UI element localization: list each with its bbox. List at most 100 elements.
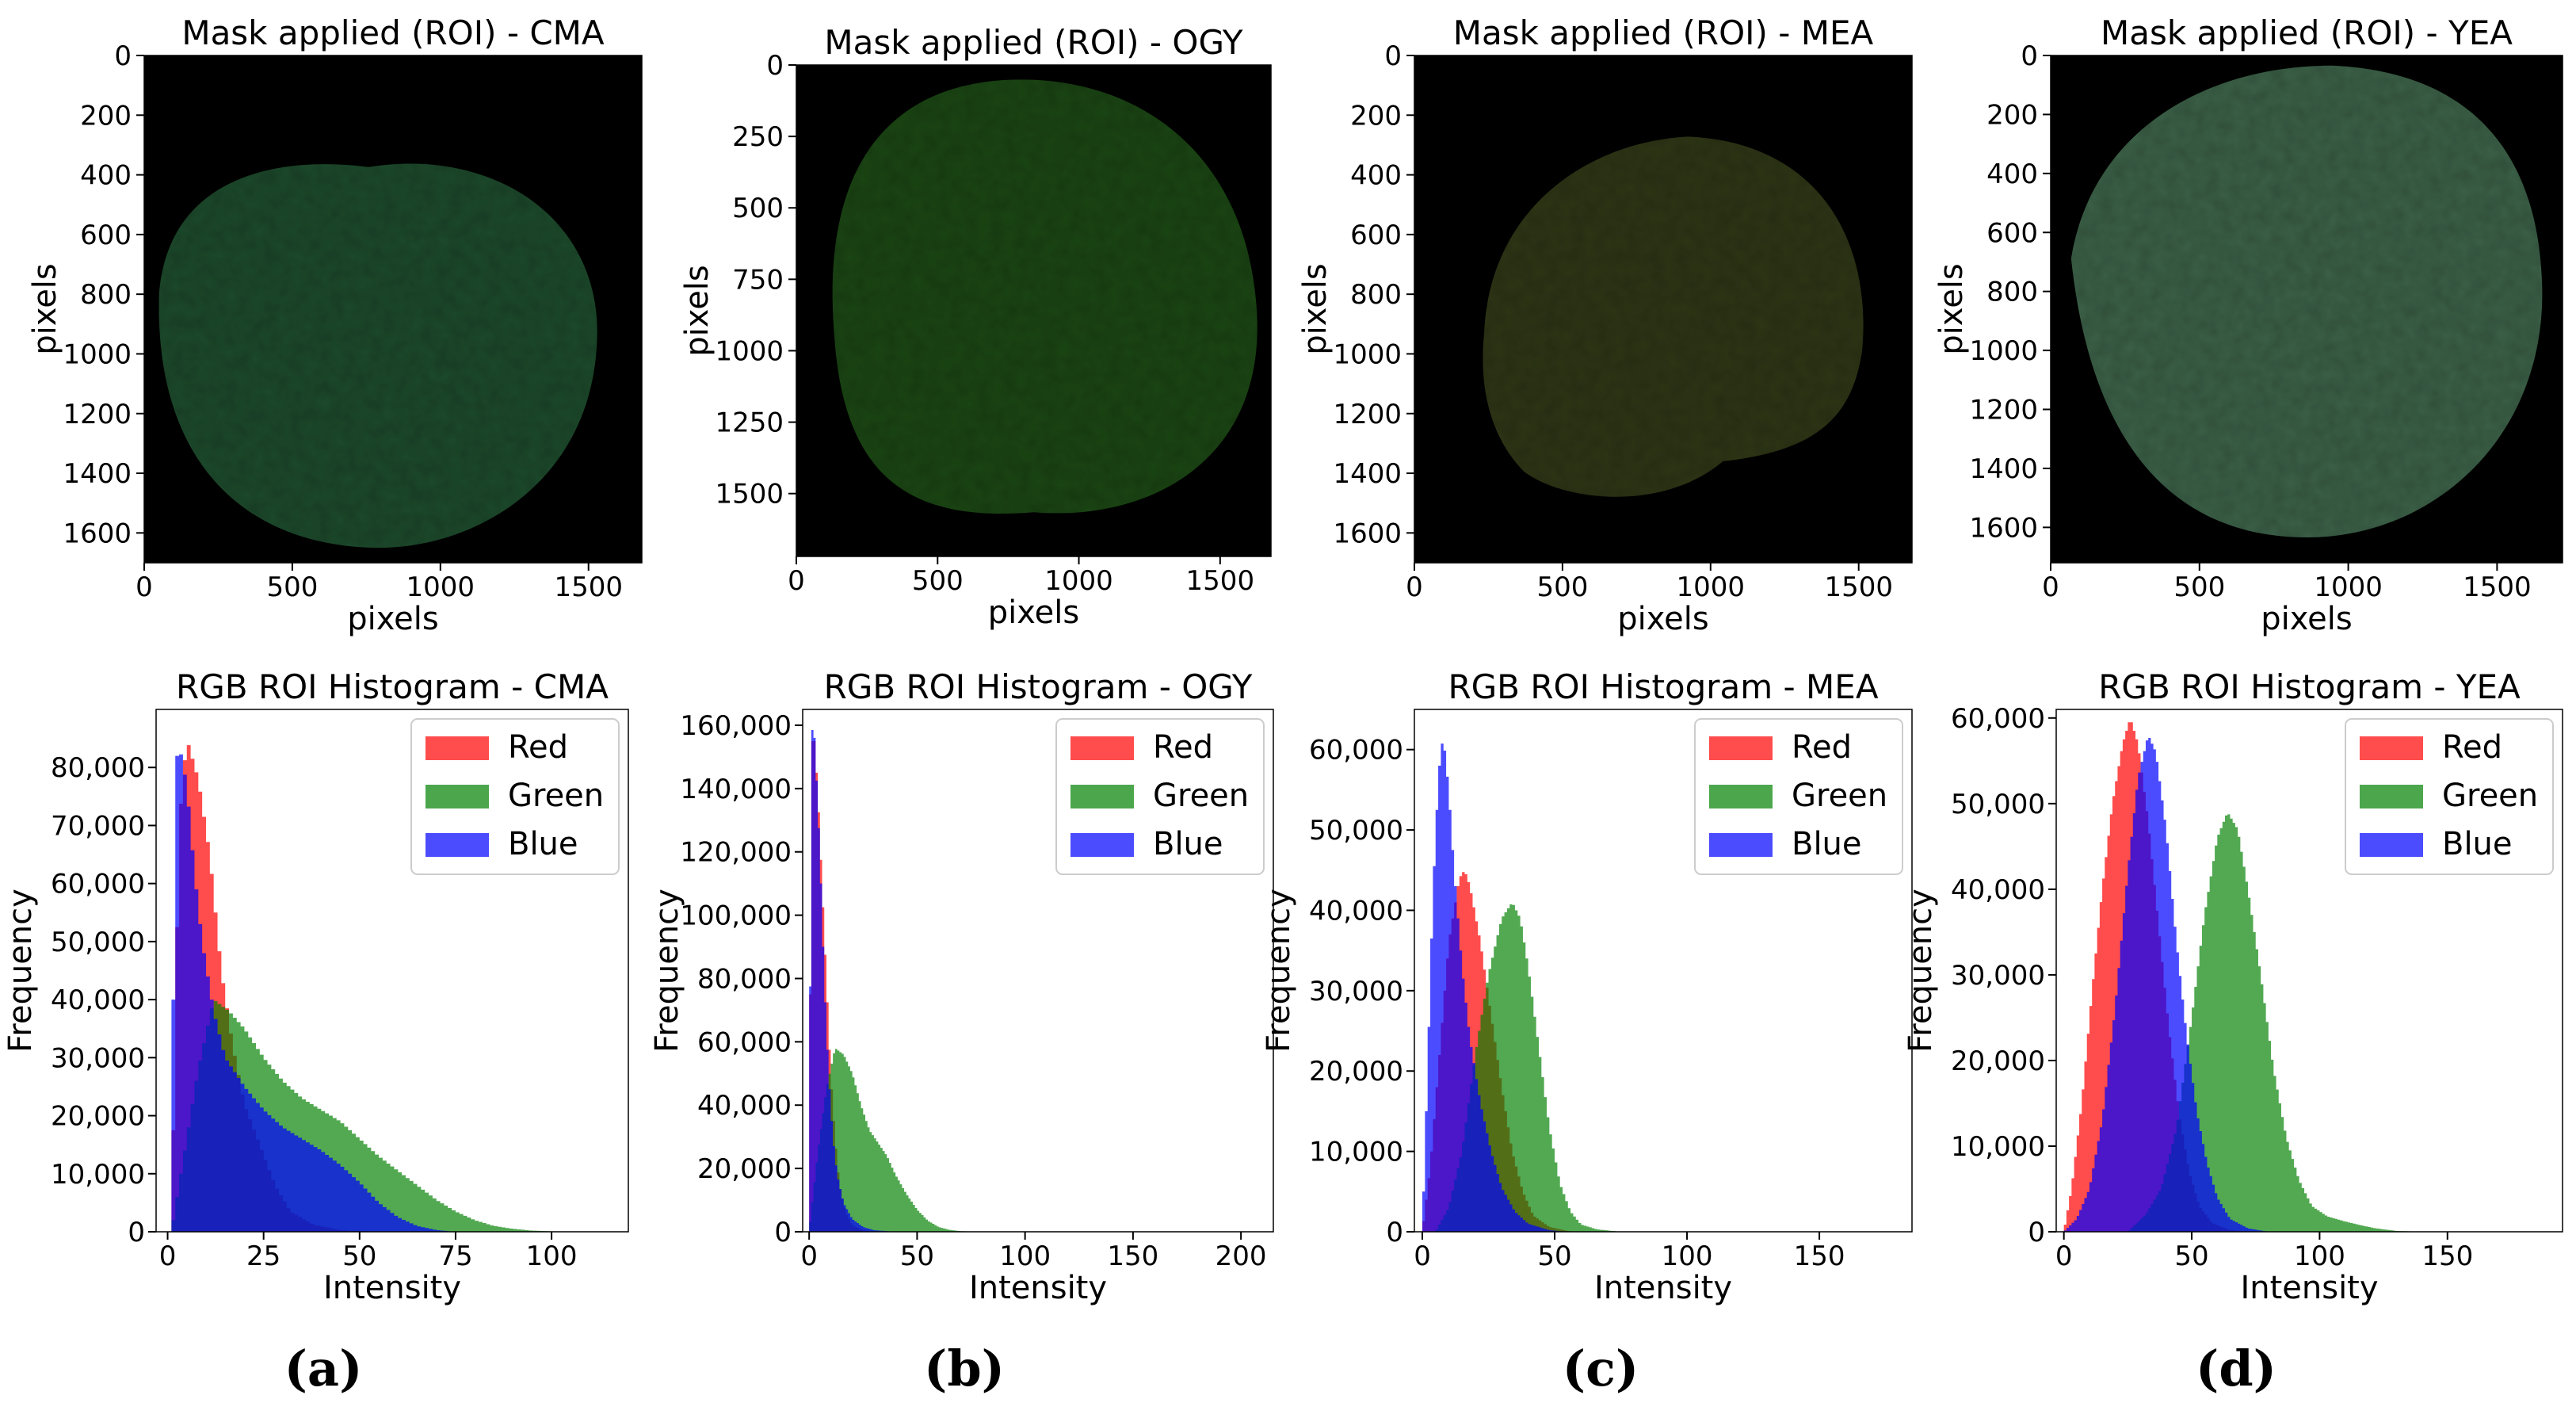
legend-label-blue: Blue [2442,826,2513,862]
y-tick-label: 60,000 [697,1026,792,1058]
legend-swatch-red [426,736,489,760]
x-tick-label: 150 [1794,1240,1845,1272]
y-tick-label: 800 [1350,279,1402,311]
y-tick-label: 1600 [1333,518,1402,549]
legend-label-red: Red [1153,729,1213,766]
x-axis-label: Intensity [2240,1270,2378,1306]
legend-swatch-red [1070,736,1134,760]
y-tick-label: 250 [732,121,784,153]
roi-image-panel-cma: Mask applied (ROI) - CMA 0 500 1000 1500 0 200… [27,13,643,637]
y-tick-label: 80,000 [697,963,792,995]
roi-colony-texture [832,79,1257,514]
series-blue [171,754,456,1232]
roi-image-panel-ogy: Mask applied (ROI) - OGY 0 500 1000 1500 0 250… [679,23,1272,631]
plot-frame [802,709,1274,1233]
roi-image-title: Mask applied (ROI) - MEA [1453,13,1874,52]
y-tick-label: 200 [1986,99,2038,131]
series-green [809,1049,983,1232]
y-tick-label: 0 [1386,1217,1403,1248]
x-axis-label: Intensity [323,1270,461,1306]
y-tick-label: 20,000 [51,1101,145,1133]
legend-swatch-red [2360,736,2423,760]
y-tick-label: 0 [114,40,132,72]
legend-swatch-green [1070,785,1134,808]
x-tick-label: 200 [1215,1240,1267,1272]
y-tick-label: 1200 [63,399,132,430]
y-tick-label: 40,000 [697,1090,792,1122]
y-tick-label: 20,000 [1309,1056,1403,1088]
y-tick-label: 50,000 [51,927,145,958]
x-tick-label: 0 [800,1240,818,1272]
y-tick-label: 200 [1350,100,1402,132]
x-tick-label: 50 [1537,1240,1571,1272]
y-tick-label: 600 [1986,217,2038,249]
x-tick-label: 1000 [1044,565,1113,597]
histogram-title: RGB ROI Histogram - OGY [824,667,1253,706]
panel-label-b: (b) [923,1340,1006,1397]
y-tick-label: 70,000 [51,810,145,842]
y-tick-label: 400 [1350,160,1402,192]
roi-image-title: Mask applied (ROI) - OGY [824,23,1243,62]
legend-swatch-green [1709,785,1773,808]
x-tick-label: 150 [1107,1240,1158,1272]
x-tick-label: 0 [788,565,805,597]
x-tick-label: 0 [2055,1240,2073,1272]
y-axis-label: pixels [1933,263,1970,355]
y-tick-label: 0 [774,1217,792,1248]
x-tick-label: 1500 [554,571,623,603]
legend-label-green: Green [1792,778,1887,814]
y-tick-label: 10,000 [1309,1137,1403,1168]
x-axis-label: pixels [988,594,1080,631]
histogram-4: 0 50 100 150 0 10,000 20,000 30,000 40,000 50,000… [1902,667,2563,1306]
legend-swatch-blue [1709,833,1773,857]
legend-swatch-blue [1070,833,1134,857]
plot-frame [1414,709,1913,1233]
x-tick-label: 1500 [1186,565,1255,597]
histogram-title: RGB ROI Histogram - YEA [2098,667,2521,706]
x-tick-label: 500 [266,571,318,603]
legend-label-red: Red [508,729,568,766]
panel-label-a: (a) [284,1340,363,1397]
y-tick-label: 1250 [715,407,784,439]
y-tick-label: 800 [80,279,132,311]
y-tick-label: 1400 [63,458,132,490]
y-tick-label: 40,000 [1309,895,1403,927]
y-tick-label: 140,000 [680,774,792,805]
legend-label-red: Red [2442,729,2502,766]
y-tick-label: 0 [2021,40,2038,72]
y-tick-label: 800 [1986,277,2038,308]
y-tick-label: 60,000 [1951,703,2045,735]
histogram-3: 0 50 100 150 0 10,000 20,000 30,000 40,000 50,000… [1261,667,1913,1306]
legend-swatch-blue [2360,833,2423,857]
y-tick-label: 100,000 [680,900,792,932]
legend-swatch-green [426,785,489,808]
legend-label-blue: Blue [1153,826,1223,862]
legend-label-green: Green [1153,778,1249,814]
series-blue [1422,743,1568,1232]
legend-swatch-green [2360,785,2423,808]
legend-label-green: Green [508,778,604,814]
x-tick-label: 100 [999,1240,1051,1272]
y-tick-label: 1000 [1333,338,1402,370]
y-tick-label: 600 [80,220,132,251]
series-blue [2063,738,2269,1232]
y-tick-label: 50,000 [1309,815,1403,847]
x-tick-label: 150 [2421,1240,2473,1272]
x-tick-label: 50 [2174,1240,2208,1272]
y-tick-label: 500 [732,193,784,224]
roi-colony-texture [158,163,597,549]
legend: Red Green Blue [410,718,620,875]
x-tick-label: 1000 [1677,571,1746,603]
y-tick-label: 30,000 [1951,960,2045,992]
legend-label-blue: Blue [508,826,578,862]
x-tick-label: 1500 [1824,571,1893,603]
y-tick-label: 10,000 [51,1159,145,1191]
y-tick-label: 0 [766,50,784,82]
roi-image-frame [2050,55,2563,564]
x-tick-label: 500 [1536,571,1588,603]
y-axis-label: Frequency [1902,889,1939,1053]
y-tick-label: 1400 [1969,453,2038,485]
histogram-2: 0 50 100 150 200 0 20,000 40,000 60,000 80,000 100… [649,667,1274,1306]
y-tick-label: 1000 [715,335,784,367]
y-axis-label: Frequency [1261,889,1297,1053]
